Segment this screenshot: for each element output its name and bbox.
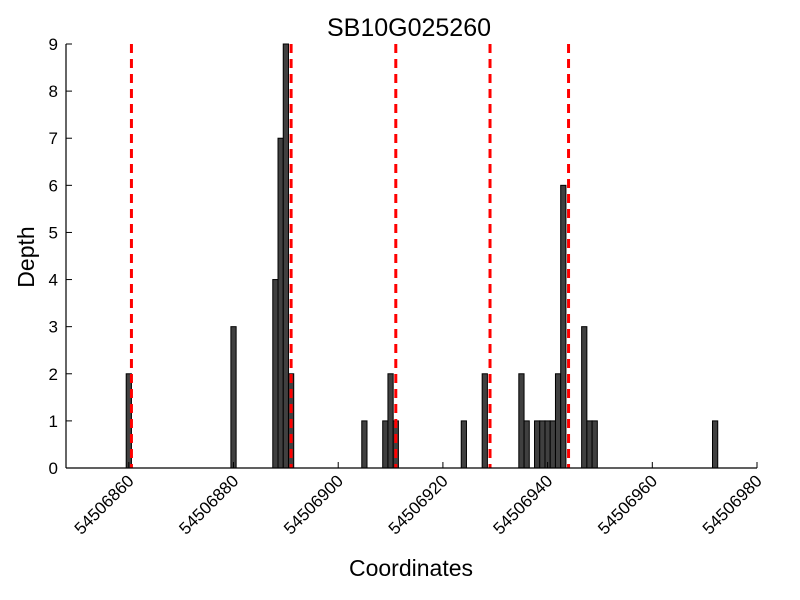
bar-11 bbox=[481, 373, 488, 469]
bar-6 bbox=[361, 420, 368, 469]
bar-3 bbox=[277, 137, 284, 469]
y-tick-label-9: 9 bbox=[49, 35, 58, 54]
bar-7 bbox=[382, 420, 389, 469]
y-tick-label-2: 2 bbox=[49, 365, 58, 384]
y-tick-label-6: 6 bbox=[49, 176, 58, 195]
chart-title: SB10G025260 bbox=[327, 14, 491, 42]
bar-18 bbox=[554, 373, 562, 469]
bar-21 bbox=[586, 420, 593, 469]
bar-14 bbox=[534, 420, 541, 469]
x-tick-label-54506940: 54506940 bbox=[490, 471, 557, 538]
bar-15 bbox=[539, 420, 546, 469]
y-tick-label-3: 3 bbox=[49, 318, 58, 337]
bar-16 bbox=[544, 420, 551, 469]
axes-layer bbox=[65, 44, 757, 469]
bar-1 bbox=[230, 326, 237, 469]
y-tick-label-7: 7 bbox=[49, 129, 58, 148]
bar-20 bbox=[581, 326, 588, 469]
y-tick-label-1: 1 bbox=[49, 412, 58, 431]
y-tick-label-0: 0 bbox=[49, 459, 58, 478]
x-tick-label-54506920: 54506920 bbox=[385, 471, 452, 538]
x-tick-label-54506960: 54506960 bbox=[594, 471, 661, 538]
bar-23 bbox=[712, 420, 719, 469]
reference-lines-layer bbox=[129, 44, 571, 468]
y-tick-label-4: 4 bbox=[49, 271, 58, 290]
x-tick-label-54506980: 54506980 bbox=[699, 471, 766, 538]
y-tick-label-5: 5 bbox=[49, 223, 58, 242]
bar-22 bbox=[591, 420, 598, 469]
x-axis-label: Coordinates bbox=[349, 555, 473, 581]
bar-13 bbox=[523, 420, 530, 469]
ticks-layer: 0 1 2 3 4 5 6 7 8 9 54506860 54506880 54506900 545069… bbox=[49, 35, 766, 538]
bar-8 bbox=[387, 373, 394, 469]
bar-19 bbox=[560, 184, 567, 469]
bar-17 bbox=[549, 420, 556, 469]
bar-2 bbox=[272, 279, 279, 469]
x-tick-label-54506880: 54506880 bbox=[175, 471, 242, 538]
x-tick-label-54506860: 54506860 bbox=[71, 471, 138, 538]
bar-4 bbox=[282, 43, 289, 469]
x-tick-label-54506900: 54506900 bbox=[280, 471, 347, 538]
bars-layer bbox=[125, 43, 719, 469]
bar-10 bbox=[460, 420, 467, 469]
bar-12 bbox=[518, 373, 525, 469]
y-axis-label: Depth bbox=[13, 226, 39, 287]
y-tick-label-8: 8 bbox=[49, 82, 58, 101]
